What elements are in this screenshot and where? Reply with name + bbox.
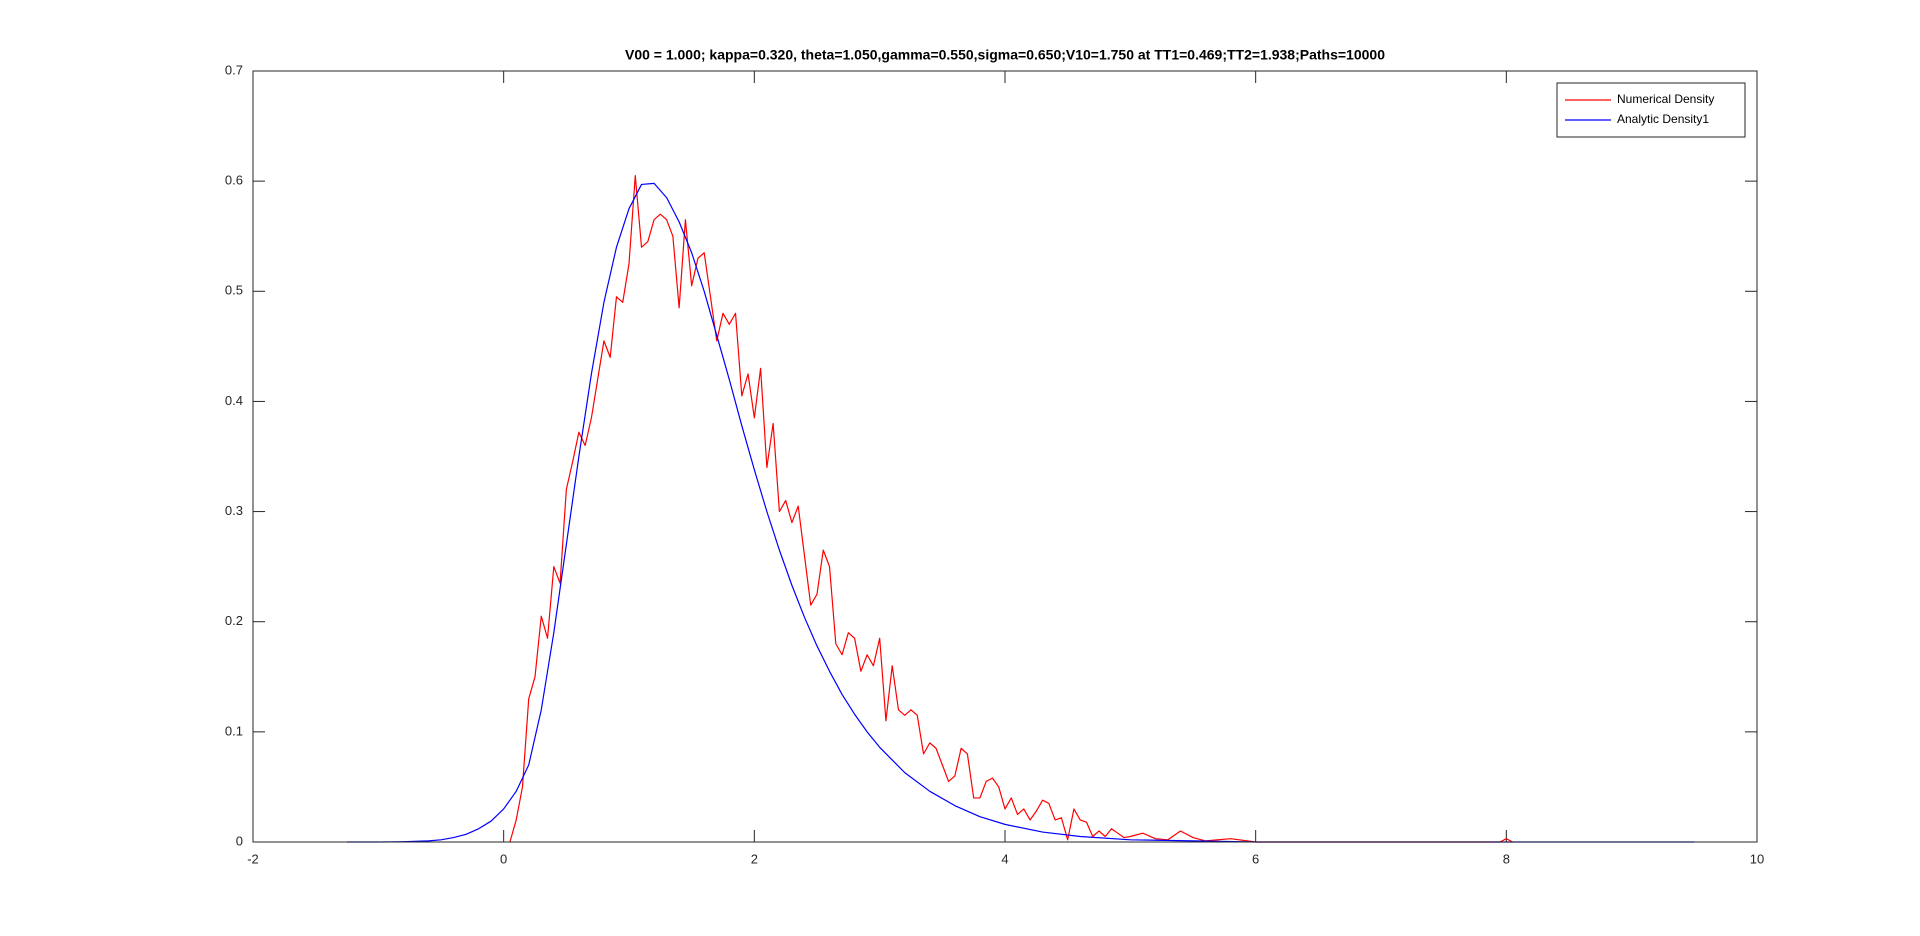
x-tick-label: 4 bbox=[1001, 851, 1008, 866]
x-tick-label: 0 bbox=[500, 851, 507, 866]
x-tick-label: 8 bbox=[1503, 851, 1510, 866]
legend-box bbox=[1556, 82, 1746, 138]
chart-title: V00 = 1.000; kappa=0.320, theta=1.050,ga… bbox=[625, 47, 1385, 63]
y-tick-label: 0.1 bbox=[225, 723, 243, 738]
x-tick-label: 6 bbox=[1252, 851, 1259, 866]
series-line bbox=[347, 182, 1695, 843]
x-tick-label: -2 bbox=[247, 851, 259, 866]
x-tick-label: 2 bbox=[751, 851, 758, 866]
legend-label: Analytic Density1 bbox=[1617, 112, 1709, 126]
y-tick-label: 0.4 bbox=[225, 393, 243, 408]
y-tick-label: 0.7 bbox=[225, 62, 243, 77]
x-tick-label: 10 bbox=[1750, 851, 1764, 866]
legend-label: Numerical Density bbox=[1617, 92, 1714, 106]
y-tick-label: 0 bbox=[236, 833, 243, 848]
y-tick-label: 0.5 bbox=[225, 283, 243, 298]
axes-box bbox=[252, 70, 1758, 843]
axes-background bbox=[253, 71, 1757, 842]
y-tick-label: 0.2 bbox=[225, 613, 243, 628]
series-line bbox=[509, 175, 1513, 843]
y-tick-label: 0.3 bbox=[225, 503, 243, 518]
y-tick-label: 0.6 bbox=[225, 173, 243, 188]
